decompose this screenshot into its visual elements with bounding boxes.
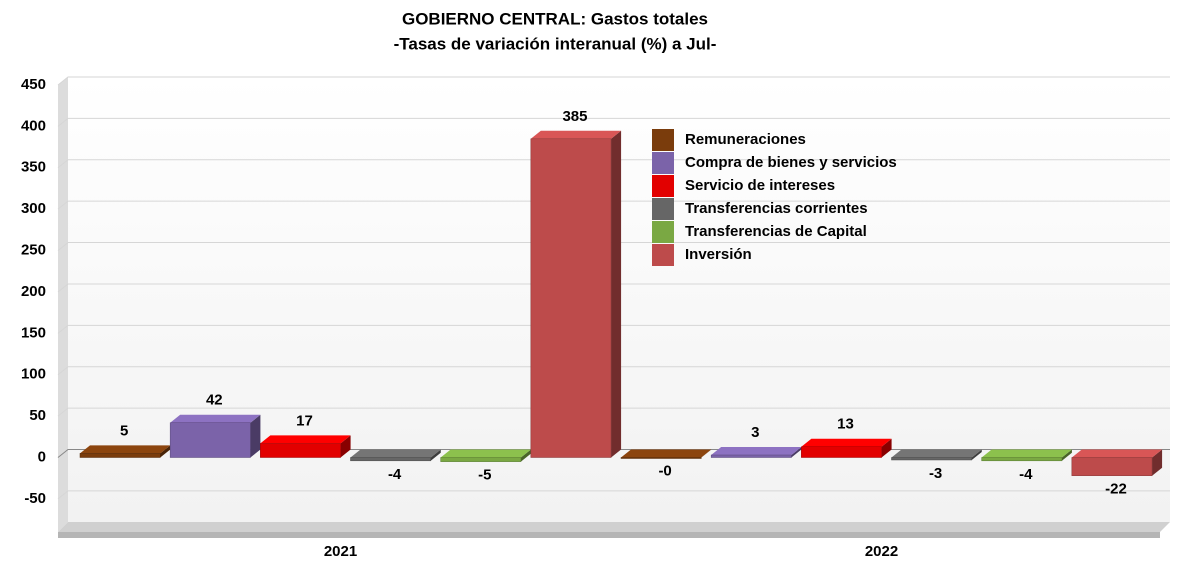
bar-side <box>701 449 712 458</box>
grid-line <box>57 76 1170 86</box>
bar-top <box>80 445 171 454</box>
bar-top <box>170 414 261 423</box>
bar <box>891 457 972 461</box>
bar <box>260 443 341 458</box>
bar-top <box>1071 449 1163 458</box>
y-tick-label: 450 <box>21 76 46 93</box>
bar-side <box>881 438 892 458</box>
bar-top <box>621 449 712 458</box>
bar-top <box>711 447 802 456</box>
legend-label: Remuneraciones <box>685 131 806 148</box>
bar <box>530 138 612 458</box>
y-tick-label: 300 <box>21 200 46 217</box>
bar <box>801 446 882 458</box>
data-label: -3 <box>929 465 942 482</box>
data-label: -5 <box>478 467 491 484</box>
y-tick-label: 400 <box>21 117 46 134</box>
floor-edge <box>58 532 1160 538</box>
legend-label: Compra de bienes y servicios <box>685 154 897 171</box>
bar-side <box>340 435 351 458</box>
bar-top <box>801 438 892 447</box>
bar-side <box>791 447 802 458</box>
bar-side <box>611 130 622 458</box>
bar <box>981 457 1063 462</box>
grid-line <box>57 283 1170 293</box>
y-tick-label: 100 <box>21 366 46 383</box>
legend-swatch <box>652 221 674 243</box>
bar-side <box>1061 449 1072 461</box>
side-wall <box>58 77 68 532</box>
legend-swatch <box>652 198 674 220</box>
y-tick-label: 250 <box>21 242 46 259</box>
legend-label: Servicio de intereses <box>685 177 835 194</box>
grid-line <box>57 242 1170 251</box>
data-label: 13 <box>837 416 854 433</box>
data-label: 5 <box>120 422 128 439</box>
bar <box>350 457 431 462</box>
grid-line <box>57 366 1170 376</box>
data-label: -4 <box>1019 466 1033 483</box>
chart-subtitle: -Tasas de variación interanual (%) a Jul… <box>394 34 717 53</box>
grid-line <box>57 117 1170 127</box>
y-tick-label: 50 <box>29 407 46 424</box>
bar <box>79 453 161 458</box>
bar-top <box>350 449 441 458</box>
data-label: 17 <box>296 412 313 429</box>
y-tick-label: 350 <box>21 159 46 176</box>
bar-top <box>891 449 982 458</box>
x-tick-label: 2021 <box>324 543 357 560</box>
grid-line <box>57 407 1170 417</box>
legend-swatch <box>652 129 674 151</box>
bar-side <box>1152 449 1163 476</box>
grid-line <box>57 490 1170 500</box>
legend-swatch <box>652 152 674 174</box>
grid-line <box>57 159 1170 169</box>
bar-top <box>530 130 622 139</box>
chart-title: GOBIERNO CENTRAL: Gastos totales <box>402 9 708 28</box>
x-tick-label: 2022 <box>865 543 898 560</box>
y-tick-label: 150 <box>21 324 46 341</box>
bar <box>440 457 522 462</box>
bar-side <box>430 449 441 461</box>
bar <box>1071 457 1153 476</box>
data-label: -0 <box>658 463 671 480</box>
floor <box>58 522 1170 532</box>
bar-side <box>971 449 982 460</box>
legend-label: Inversión <box>685 246 752 263</box>
y-tick-label: 0 <box>38 448 46 465</box>
bar <box>710 454 792 458</box>
bar <box>620 457 702 459</box>
bar <box>169 422 251 458</box>
legend-label: Transferencias corrientes <box>685 200 868 217</box>
bar-side <box>250 414 261 458</box>
grid-line <box>57 200 1170 210</box>
data-label: 385 <box>562 108 587 125</box>
legend-swatch <box>652 175 674 197</box>
data-label: 3 <box>751 424 759 441</box>
data-label: 42 <box>206 392 223 409</box>
legend-swatch <box>652 244 674 266</box>
y-tick-label: -50 <box>24 490 46 507</box>
data-label: -4 <box>388 466 402 483</box>
data-label: -22 <box>1105 481 1127 498</box>
legend-label: Transferencias de Capital <box>685 223 867 240</box>
bar-side <box>520 449 531 462</box>
bar-top <box>260 435 351 444</box>
bar-top <box>981 449 1072 458</box>
bar-side <box>160 445 171 458</box>
bar-top <box>440 449 531 458</box>
y-tick-label: 200 <box>21 283 46 300</box>
grid-line <box>57 324 1170 334</box>
